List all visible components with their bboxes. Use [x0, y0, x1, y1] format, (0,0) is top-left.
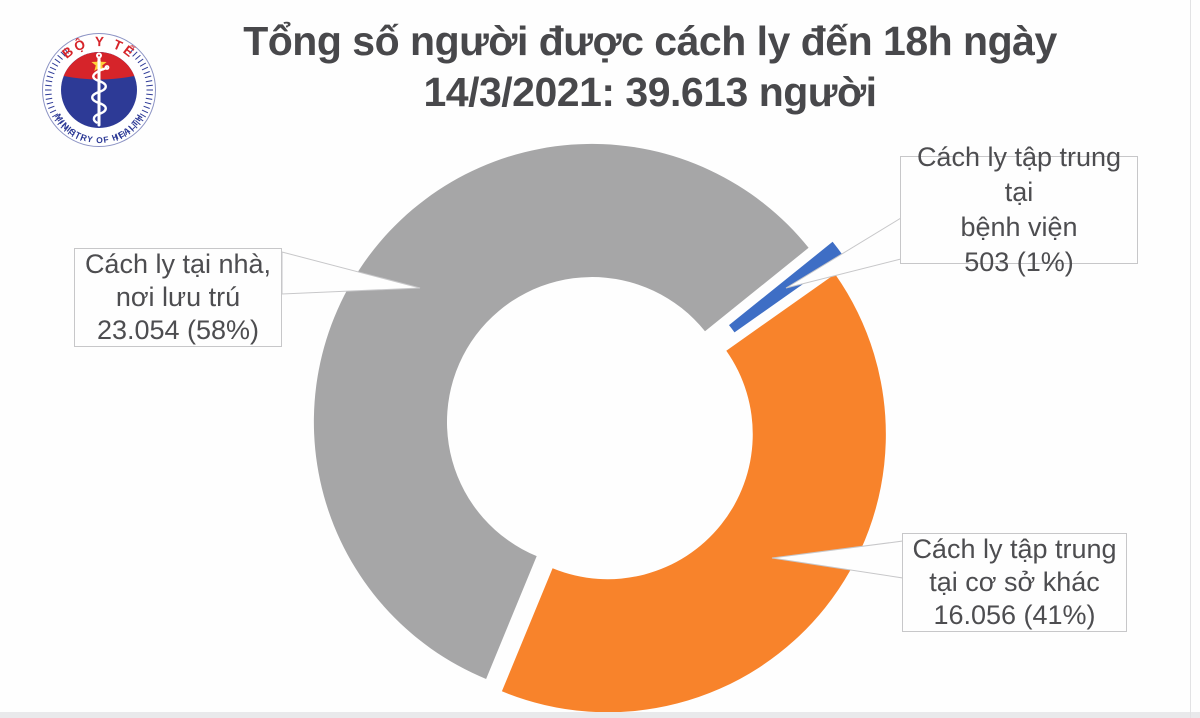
rod-of-asclepius-icon — [91, 52, 110, 127]
pie-slice-hospital — [729, 241, 844, 333]
logo-rays — [45, 48, 153, 141]
callout-home: Cách ly tại nhà, nơi lưu trú 23.054 (58%… — [74, 248, 282, 347]
callout-home-value: 23.054 (58%) — [96, 315, 260, 345]
callout-leader-wedges — [281, 217, 904, 579]
callout-other-label-line1: Cách ly tập trung — [912, 534, 1117, 564]
callout-hospital-value: 503 (1%) — [964, 247, 1074, 277]
chart-title: Tổng số người được cách ly đến 18h ngày … — [100, 16, 1200, 118]
chart-title-line1: Tổng số người được cách ly đến 18h ngày — [243, 18, 1057, 64]
right-edge-line — [1190, 0, 1191, 718]
ministry-of-health-logo: BỘ Y TẾ MINISTRY OF HEALTH — [42, 33, 156, 147]
callout-home-label-line1: Cách ly tại nhà, — [84, 249, 272, 279]
callout-other-value: 16.056 (41%) — [933, 600, 1096, 630]
callout-hospital-label-line2: bệnh viện — [960, 212, 1078, 242]
callout-other: Cách ly tập trung tại cơ sở khác 16.056 … — [902, 533, 1127, 632]
pie-slice-other_facility — [501, 274, 886, 713]
callout-hospital-label-line1: Cách ly tập trung tại — [916, 142, 1122, 207]
callout-home-label-line2: nơi lưu trú — [115, 282, 241, 312]
callout-other-label-line2: tại cơ sở khác — [929, 567, 1100, 597]
leader-wedge-hospital — [785, 217, 902, 289]
callout-hospital: Cách ly tập trung tại bệnh viện 503 (1%) — [900, 142, 1138, 277]
bottom-edge-strip — [0, 712, 1200, 718]
leader-wedge-home — [281, 251, 421, 295]
chart-title-line2: 14/3/2021: 39.613 người — [423, 69, 877, 115]
pie-slice-home — [313, 143, 809, 679]
